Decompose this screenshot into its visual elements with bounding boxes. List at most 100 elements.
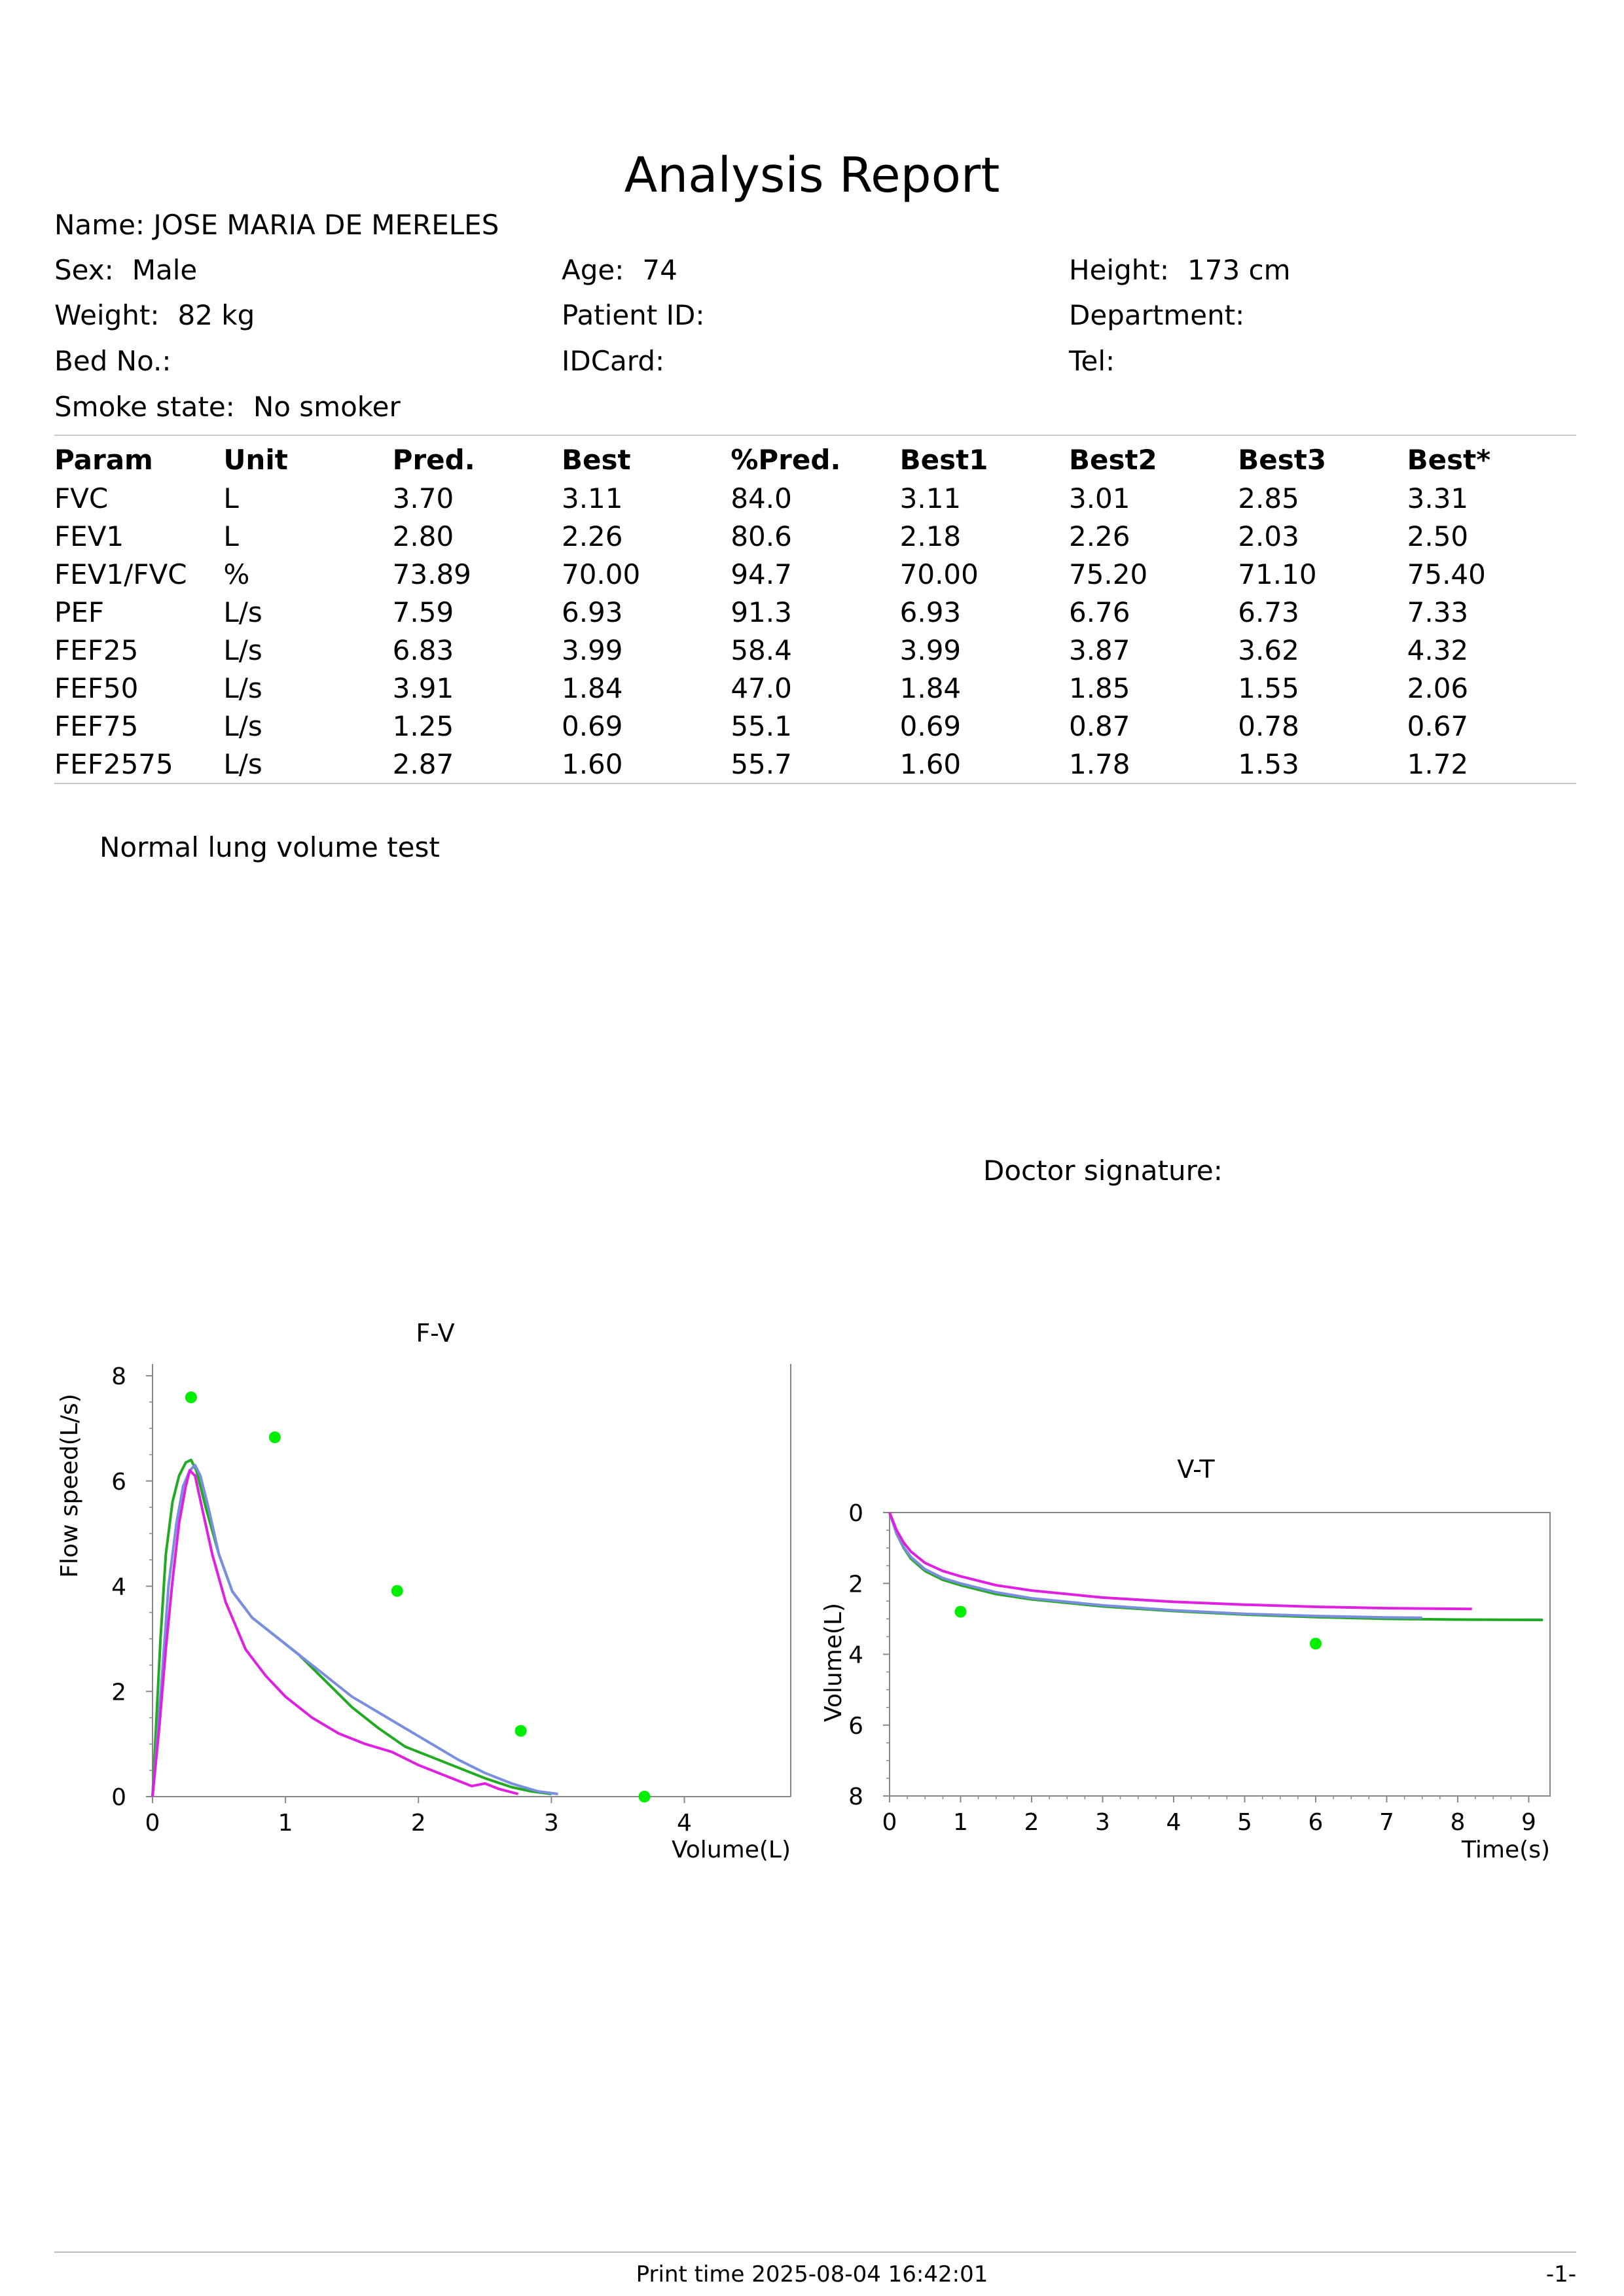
fv-y-tick-label: 2 bbox=[111, 1679, 126, 1706]
fv-x-tick-label: 1 bbox=[278, 1810, 293, 1837]
fv-y-tick-label: 8 bbox=[111, 1363, 126, 1390]
table-cell: 6.93 bbox=[561, 596, 623, 628]
table-cell: 6.93 bbox=[899, 596, 962, 628]
table-cell: 75.40 bbox=[1407, 558, 1486, 590]
table-row: FEF25 L/s 6.83 3.99 58.4 3.99 3.87 3.62 … bbox=[54, 631, 1576, 669]
fv-y-tick-label: 0 bbox=[111, 1784, 126, 1811]
tel-label: Tel: bbox=[1069, 345, 1115, 377]
table-cell: 6.73 bbox=[1238, 596, 1299, 628]
vt-x-tick-label: 8 bbox=[1451, 1809, 1466, 1836]
table-cell: 7.33 bbox=[1407, 596, 1469, 628]
table-cell: 3.99 bbox=[899, 634, 962, 666]
table-cell: 70.00 bbox=[561, 558, 641, 590]
table-cell: FEF25 bbox=[54, 634, 139, 666]
vt-x-tick-label: 5 bbox=[1237, 1809, 1252, 1836]
table-cell: 3.62 bbox=[1238, 634, 1299, 666]
vt-predicted-point bbox=[1309, 1638, 1322, 1650]
fv-y-tick-label: 6 bbox=[111, 1469, 126, 1496]
header-cell: Best bbox=[561, 443, 631, 476]
table-cell: 1.84 bbox=[561, 672, 623, 704]
height-row: Height: 173 cm bbox=[1069, 257, 1291, 284]
fv-predicted-point bbox=[268, 1431, 281, 1444]
table-cell: FEV1 bbox=[54, 520, 124, 552]
fv-y-axis-label: Flow speed(L/s) bbox=[56, 1393, 83, 1577]
vt-x-tick-label: 6 bbox=[1308, 1809, 1324, 1836]
table-cell: 7.59 bbox=[392, 596, 454, 628]
table-header-row: Param Unit Pred. Best %Pred. Best1 Best2… bbox=[54, 440, 1576, 479]
fv-x-tick-label: 4 bbox=[677, 1810, 692, 1837]
table-bottom-rule bbox=[54, 783, 1576, 784]
table-cell: 73.89 bbox=[392, 558, 471, 590]
table-cell: L/s bbox=[223, 672, 262, 704]
vt-x-tick-label: 9 bbox=[1521, 1809, 1536, 1836]
table-cell: 4.32 bbox=[1407, 634, 1469, 666]
table-cell: 2.06 bbox=[1407, 672, 1469, 704]
table-cell: 1.25 bbox=[392, 709, 454, 742]
table-cell: 3.99 bbox=[561, 634, 623, 666]
table-cell: 3.11 bbox=[899, 482, 962, 514]
footer-rule bbox=[54, 2251, 1576, 2253]
header-cell: Pred. bbox=[392, 443, 475, 476]
table-cell: L bbox=[223, 482, 239, 514]
table-cell: 80.6 bbox=[731, 520, 792, 552]
table-cell: 47.0 bbox=[731, 672, 792, 704]
table-cell: L/s bbox=[223, 709, 262, 742]
vt-x-tick-label: 2 bbox=[1024, 1809, 1039, 1836]
vt-y-tick-label: 0 bbox=[848, 1500, 863, 1527]
table-cell: 55.7 bbox=[731, 747, 792, 780]
table-cell: FEF75 bbox=[54, 709, 139, 742]
height-value: 173 cm bbox=[1187, 254, 1291, 286]
table-cell: 0.67 bbox=[1407, 709, 1469, 742]
patient-id-label: Patient ID: bbox=[562, 299, 705, 331]
vt-plot-frame bbox=[889, 1512, 1551, 1797]
fv-x-tick-label: 2 bbox=[411, 1810, 426, 1837]
table-cell: L/s bbox=[223, 634, 262, 666]
table-cell: 71.10 bbox=[1238, 558, 1317, 590]
tel-row: Tel: bbox=[1069, 348, 1133, 375]
name-row: Name: JOSE MARIA DE MERELES bbox=[54, 211, 499, 239]
bed-row: Bed No.: bbox=[54, 348, 190, 375]
table-cell: 3.31 bbox=[1407, 482, 1469, 514]
vt-series-line-3 bbox=[888, 1512, 1472, 1611]
vt-y-tick-label: 6 bbox=[848, 1713, 863, 1740]
table-row: FEF50 L/s 3.91 1.84 47.0 1.84 1.85 1.55 … bbox=[54, 669, 1576, 707]
table-cell: 6.76 bbox=[1068, 596, 1130, 628]
table-top-rule bbox=[54, 435, 1576, 436]
vt-y-axis-label: Volume(L) bbox=[820, 1603, 847, 1722]
vt-y-tick-label: 8 bbox=[848, 1784, 863, 1810]
name-value: JOSE MARIA DE MERELES bbox=[153, 209, 499, 241]
fv-predicted-point bbox=[514, 1725, 527, 1737]
fv-predicted-point bbox=[185, 1391, 197, 1403]
fv-y-tick-label: 4 bbox=[111, 1574, 126, 1601]
bed-label: Bed No.: bbox=[54, 345, 171, 377]
table-cell: L/s bbox=[223, 747, 262, 780]
smoke-value: No smoker bbox=[253, 391, 401, 423]
table-cell: 3.70 bbox=[392, 482, 454, 514]
header-cell: Best* bbox=[1407, 443, 1491, 476]
weight-row: Weight: 82 kg bbox=[54, 302, 255, 329]
table-cell: 1.84 bbox=[899, 672, 962, 704]
fv-x-axis-label: Volume(L) bbox=[672, 1837, 791, 1863]
department-label: Department: bbox=[1069, 299, 1245, 331]
vt-x-tick-label: 3 bbox=[1095, 1809, 1110, 1836]
vt-x-tick-label: 7 bbox=[1379, 1809, 1394, 1836]
fv-series-line-1 bbox=[151, 1458, 552, 1797]
table-cell: 3.91 bbox=[392, 672, 454, 704]
fv-predicted-point bbox=[638, 1791, 651, 1803]
patient-id-row: Patient ID: bbox=[562, 302, 723, 329]
header-cell: Param bbox=[54, 443, 153, 476]
vt-y-tick-label: 2 bbox=[848, 1571, 863, 1598]
doctor-signature-label: Doctor signature: bbox=[983, 1155, 1223, 1187]
table-cell: 2.80 bbox=[392, 520, 454, 552]
table-row: FEF2575 L/s 2.87 1.60 55.7 1.60 1.78 1.5… bbox=[54, 745, 1576, 783]
name-label: Name: bbox=[54, 209, 145, 241]
sex-row: Sex: Male bbox=[54, 257, 197, 284]
age-label: Age: bbox=[562, 254, 624, 286]
vt-predicted-point bbox=[954, 1605, 967, 1618]
table-cell: FEF2575 bbox=[54, 747, 173, 780]
spirometry-params-table: Param Unit Pred. Best %Pred. Best1 Best2… bbox=[54, 440, 1576, 783]
department-row: Department: bbox=[1069, 302, 1263, 329]
weight-label: Weight: bbox=[54, 299, 160, 331]
table-cell: 2.26 bbox=[1068, 520, 1130, 552]
vt-x-tick-label: 1 bbox=[953, 1809, 968, 1836]
